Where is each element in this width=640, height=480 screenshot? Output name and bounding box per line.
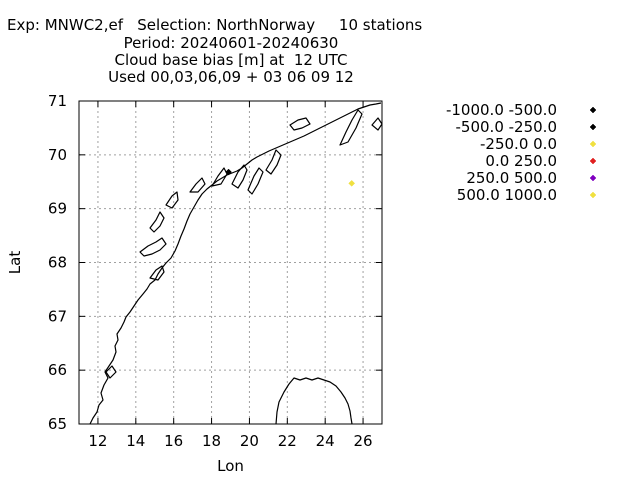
- legend-marker: [589, 106, 597, 114]
- x-tick-label: 20: [240, 432, 259, 450]
- x-tick-label: 24: [316, 432, 335, 450]
- legend: -1000.0 -500.0-500.0 -250.0-250.0 0.00.0…: [446, 101, 597, 204]
- data-point: [348, 180, 356, 187]
- legend-marker: [589, 191, 597, 199]
- x-tick-label: 18: [202, 432, 221, 450]
- y-tick-label: 68: [48, 254, 67, 272]
- data-point: [225, 168, 232, 176]
- coastline-lake-south: [275, 377, 353, 425]
- chart-title-line-1: Exp: MNWC2,ef Selection: NorthNorway 10 …: [7, 16, 423, 34]
- legend-label: 250.0 500.0: [466, 169, 557, 187]
- legend-label: 500.0 1000.0: [457, 186, 557, 204]
- y-tick-label: 67: [48, 307, 67, 325]
- coastline-island-8: [339, 109, 363, 146]
- axes: 12 14 16 18 20 22 24 26 65 66 67 68 69 70 71 Lon Lat: [6, 92, 383, 475]
- coastline-inlet-1: [231, 164, 248, 189]
- coastline-inlet-2: [247, 167, 264, 195]
- coastline-island-4: [149, 265, 165, 281]
- legend-label: -1000.0 -500.0: [446, 101, 557, 119]
- y-tick-label: 65: [48, 415, 67, 433]
- x-tick-label: 12: [88, 432, 107, 450]
- coastline-island-1: [139, 237, 167, 257]
- x-tick-label: 26: [354, 432, 373, 450]
- legend-label: 0.0 250.0: [485, 152, 557, 170]
- coastline-island-7: [289, 117, 311, 131]
- legend-marker: [589, 174, 597, 182]
- x-axis-label: Lon: [217, 457, 244, 475]
- coastline-island-5: [189, 177, 206, 193]
- chart-title-line-4: Used 00,03,06,09 + 03 06 09 12: [108, 68, 354, 86]
- grid: [79, 101, 382, 424]
- data-points: [225, 168, 356, 187]
- y-axis-label: Lat: [6, 251, 24, 275]
- y-tick-label: 70: [48, 146, 67, 164]
- coastline-island-10: [105, 365, 117, 379]
- x-tick-label: 22: [278, 432, 297, 450]
- legend-marker: [589, 123, 597, 131]
- y-tick-label: 71: [48, 92, 67, 110]
- coastline-mainland: [89, 102, 382, 425]
- chart-title-line-2: Period: 20240601-20240630: [123, 34, 339, 52]
- coastline-island-3: [165, 191, 179, 209]
- coastline-island-9: [371, 117, 383, 131]
- x-tick-label: 14: [126, 432, 145, 450]
- coastline-map: [89, 102, 383, 425]
- legend-label: -500.0 -250.0: [456, 118, 557, 136]
- legend-marker: [589, 157, 597, 165]
- y-tick-label: 66: [48, 361, 67, 379]
- y-tick-label: 69: [48, 200, 67, 218]
- coastline-inlet-3: [265, 149, 282, 175]
- legend-label: -250.0 0.0: [480, 135, 557, 153]
- x-tick-label: 16: [164, 432, 183, 450]
- coastline-island-2: [149, 211, 165, 233]
- legend-marker: [589, 140, 597, 148]
- chart-title-line-3: Cloud base bias [m] at 12 UTC: [114, 51, 348, 69]
- coastline-island-6: [211, 167, 228, 187]
